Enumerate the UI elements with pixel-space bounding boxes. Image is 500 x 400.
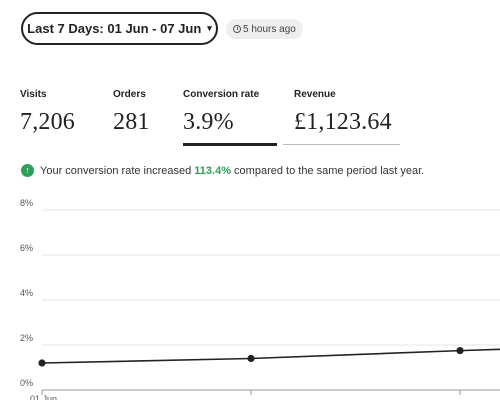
metric-tab-revenue[interactable]: Revenue £1,123.64 <box>294 89 392 136</box>
metric-value-revenue: £1,123.64 <box>294 109 392 135</box>
x-tick-label: 01 Jun <box>30 394 57 400</box>
metric-label-visits: Visits <box>20 89 47 100</box>
last-updated-text: 5 hours ago <box>243 23 296 35</box>
metric-tab-conversion-rate[interactable]: Conversion rate 3.9% <box>183 89 259 136</box>
notice-text-after: compared to the same period last year. <box>231 164 425 177</box>
data-point[interactable] <box>456 347 464 355</box>
arrow-up-circle-icon: ↑ <box>21 164 34 177</box>
metric-tab-orders[interactable]: Orders 281 <box>113 89 150 136</box>
y-tick-label: 4% <box>20 288 33 298</box>
metric-value-visits: 7,206 <box>20 109 75 135</box>
metric-tab-visits[interactable]: Visits 7,206 <box>20 89 75 136</box>
y-tick-label: 0% <box>20 378 33 388</box>
date-range-button[interactable]: Last 7 Days: 01 Jun - 07 Jun ▾ <box>21 12 218 45</box>
metric-value-conversion-rate: 3.9% <box>183 109 234 135</box>
y-tick-label: 8% <box>20 198 33 208</box>
metric-label-conversion-rate: Conversion rate <box>183 89 260 100</box>
active-tab-indicator <box>183 143 277 146</box>
notice-text-before: Your conversion rate increased <box>40 164 195 177</box>
y-tick-label: 6% <box>20 243 33 253</box>
metric-label-orders: Orders <box>113 89 146 100</box>
conversion-notice: ↑ Your conversion rate increased 113.4% … <box>21 164 424 177</box>
conversion-rate-line <box>41 348 500 364</box>
notice-highlight: 113.4% <box>194 164 231 177</box>
date-range-label: Last 7 Days: 01 Jun - 07 Jun <box>27 21 202 36</box>
tab-divider <box>283 144 400 145</box>
metric-value-orders: 281 <box>113 109 150 135</box>
data-point[interactable] <box>247 354 255 363</box>
caret-down-icon: ▾ <box>207 23 212 33</box>
last-updated-badge: 5 hours ago <box>226 19 303 39</box>
clock-icon <box>233 25 241 33</box>
metric-label-revenue: Revenue <box>294 89 336 100</box>
data-point[interactable] <box>38 359 46 367</box>
notice-text: Your conversion rate increased 113.4% co… <box>40 165 424 177</box>
y-tick-label: 2% <box>20 333 33 343</box>
conversion-rate-chart: 8% 6% 4% 2% 0% 01 Jun <box>20 198 500 400</box>
